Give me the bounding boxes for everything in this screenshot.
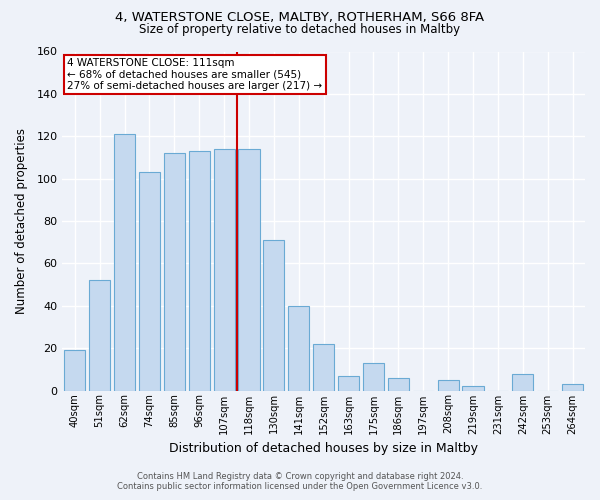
Bar — [214, 149, 235, 390]
Text: Size of property relative to detached houses in Maltby: Size of property relative to detached ho… — [139, 22, 461, 36]
Bar — [89, 280, 110, 390]
Bar — [139, 172, 160, 390]
Bar — [188, 151, 210, 390]
Bar — [512, 374, 533, 390]
Bar — [437, 380, 458, 390]
X-axis label: Distribution of detached houses by size in Maltby: Distribution of detached houses by size … — [169, 442, 478, 455]
Bar — [238, 149, 260, 390]
Bar — [114, 134, 135, 390]
Bar — [338, 376, 359, 390]
Bar — [463, 386, 484, 390]
Bar — [64, 350, 85, 391]
Bar — [288, 306, 310, 390]
Bar — [313, 344, 334, 391]
Bar — [363, 363, 384, 390]
Text: 4, WATERSTONE CLOSE, MALTBY, ROTHERHAM, S66 8FA: 4, WATERSTONE CLOSE, MALTBY, ROTHERHAM, … — [115, 11, 485, 24]
Y-axis label: Number of detached properties: Number of detached properties — [15, 128, 28, 314]
Bar — [263, 240, 284, 390]
Bar — [388, 378, 409, 390]
Text: Contains HM Land Registry data © Crown copyright and database right 2024.
Contai: Contains HM Land Registry data © Crown c… — [118, 472, 482, 491]
Text: 4 WATERSTONE CLOSE: 111sqm
← 68% of detached houses are smaller (545)
27% of sem: 4 WATERSTONE CLOSE: 111sqm ← 68% of deta… — [67, 58, 322, 91]
Bar — [562, 384, 583, 390]
Bar — [164, 153, 185, 390]
